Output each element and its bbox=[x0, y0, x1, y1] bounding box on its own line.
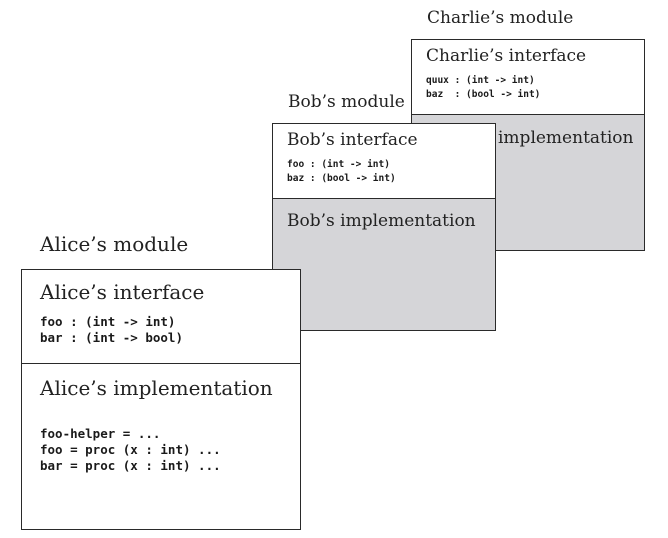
charlie-interface-heading: Charlie’s interface bbox=[426, 46, 587, 66]
alice-module-title: Alice’s module bbox=[40, 232, 189, 256]
bob-implementation-section: Bob’s implementation bbox=[273, 198, 495, 330]
alice-implementation-code: foo-helper = ... foo = proc (x : int) ..… bbox=[40, 426, 221, 473]
alice-implementation-heading: Alice’s implementation bbox=[40, 376, 273, 400]
alice-implementation-section: Alice’s implementation foo-helper = ... … bbox=[22, 363, 300, 529]
bob-implementation-heading: Bob’s implementation bbox=[287, 211, 476, 231]
charlie-module-title: Charlie’s module bbox=[427, 8, 574, 28]
charlie-interface-code: quux : (int -> int) baz : (bool -> int) bbox=[426, 75, 541, 100]
charlie-interface-section: Charlie’s interface quux : (int -> int) … bbox=[412, 40, 644, 114]
alice-interface-code: foo : (int -> int) bar : (int -> bool) bbox=[40, 314, 183, 345]
bob-interface-section: Bob’s interface foo : (int -> int) baz :… bbox=[273, 124, 495, 198]
charlie-implementation-heading: implementation bbox=[498, 128, 634, 148]
bob-interface-code: foo : (int -> int) baz : (bool -> int) bbox=[287, 159, 396, 184]
alice-module-box: Alice’s interface foo : (int -> int) bar… bbox=[21, 269, 301, 530]
alice-interface-heading: Alice’s interface bbox=[40, 280, 205, 304]
bob-module-box: Bob’s interface foo : (int -> int) baz :… bbox=[272, 123, 496, 331]
bob-module-title: Bob’s module bbox=[288, 92, 405, 112]
alice-interface-section: Alice’s interface foo : (int -> int) bar… bbox=[22, 270, 300, 363]
bob-interface-heading: Bob’s interface bbox=[287, 130, 418, 150]
